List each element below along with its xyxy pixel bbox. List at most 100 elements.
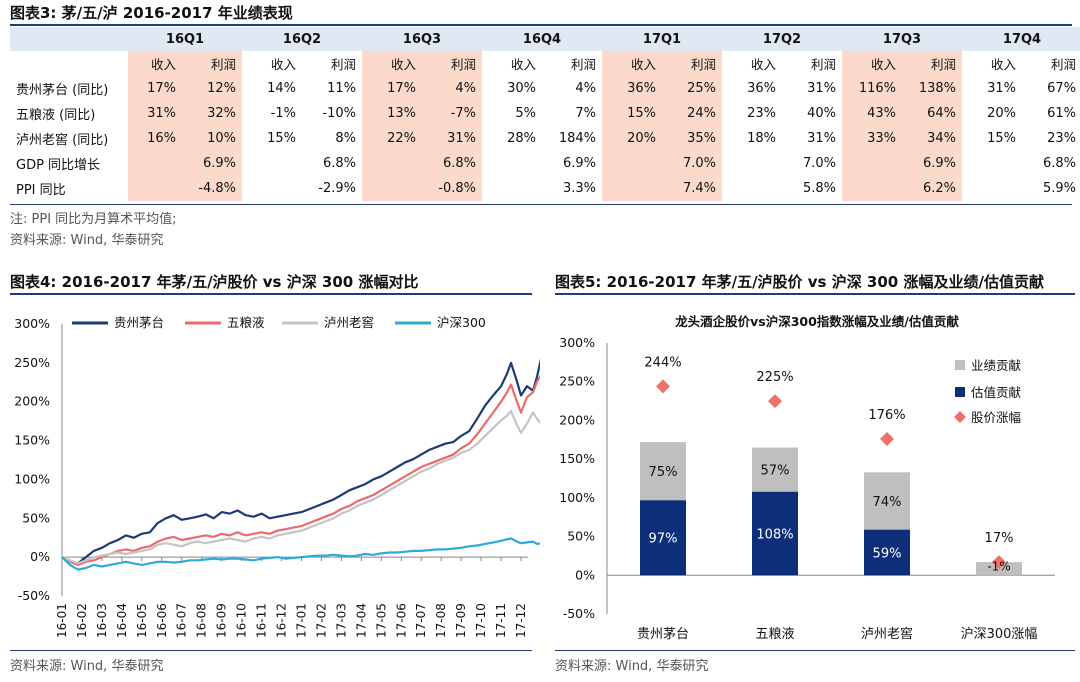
series-line-1	[61, 374, 540, 566]
macro-cell: -4.8%	[128, 176, 242, 201]
macro-row: PPI 同比 -4.8% -2.9% -0.8% 3.3% 7.4% 5.8% 6.2% 5.9…	[10, 176, 1080, 201]
table-cell: 31%	[807, 81, 836, 96]
x-tick-label: 17-11	[494, 603, 508, 638]
legend-swatch	[955, 387, 965, 397]
y-tick-label: 100%	[14, 471, 50, 486]
price-label: 176%	[868, 408, 905, 423]
legend-label: 五粮液	[227, 315, 265, 330]
macro-cell: 6.9%	[842, 151, 962, 176]
valuation-label: 97%	[649, 532, 678, 547]
table-cell: 4%	[422, 76, 482, 101]
x-tick-label: 16-09	[215, 603, 229, 638]
row-label: 贵州茅台 (同比)	[16, 83, 109, 98]
table-cell: 35%	[662, 126, 722, 151]
performance-label: 75%	[649, 465, 678, 480]
price-marker	[880, 432, 894, 447]
table-cell: 31%	[987, 81, 1016, 96]
company-row: 五粮液 (同比) 31% 32% -1% -10% 13% -7% 5% 7% 15% 24% 23%…	[10, 101, 1080, 126]
figure5-title: 图表5: 2016-2017 年茅/五/泸股价 vs 沪深 300 涨幅及业绩/…	[555, 273, 1044, 291]
x-tick-label: 16-11	[255, 603, 269, 638]
header-corner	[10, 27, 128, 51]
table-cell: 23%	[1047, 131, 1076, 146]
bar-chart-title: 龙头酒企股价vs沪深300指数涨幅及业绩/估值贡献	[674, 314, 959, 329]
figure5-top-rule	[555, 293, 1075, 295]
macro-cell: 6.8%	[362, 151, 482, 176]
table-cell: 10%	[182, 126, 242, 151]
series-line-0	[61, 358, 540, 565]
x-tick-label: 17-01	[294, 603, 308, 638]
table-cell: 67%	[1047, 81, 1076, 96]
price-marker	[656, 379, 670, 394]
category-label: 五粮液	[755, 627, 794, 642]
figure4-bottom-rule	[10, 650, 532, 651]
x-tick-label: 16-07	[175, 603, 189, 638]
row-label: 泸州老窖 (同比)	[16, 133, 109, 148]
series-line-3	[61, 537, 540, 571]
y-tick-label: 250%	[559, 374, 595, 389]
bar-chart: 龙头酒企股价vs沪深300指数涨幅及业绩/估值贡献 -50% 0% 50% 100% 15…	[559, 314, 1055, 642]
company-row: 贵州茅台 (同比) 17% 12% 14% 11% 17% 4% 30% 4% 36% 25% 36%…	[10, 76, 1080, 101]
table-cell: 31%	[807, 131, 836, 146]
quarter-header: 16Q3	[362, 27, 482, 51]
figure5-source: 资料来源: Wind, 华泰研究	[555, 659, 709, 674]
revenue-header: 收入	[602, 51, 662, 76]
y-tick-label: 200%	[559, 412, 595, 427]
quarter-header: 16Q2	[242, 27, 362, 51]
figure3-top-rule	[10, 24, 1072, 26]
figure4-source: 资料来源: Wind, 华泰研究	[10, 659, 164, 674]
category-label: 贵州茅台	[637, 627, 689, 642]
company-row: 泸州老窖 (同比) 16% 10% 15% 8% 22% 31% 28% 184% 20% 35% 1…	[10, 126, 1080, 151]
x-tick-label: 17-05	[374, 603, 388, 638]
quarter-header: 16Q4	[482, 27, 602, 51]
quarter-header: 17Q4	[962, 27, 1080, 51]
performance-table: 16Q1 16Q2 16Q3 16Q4 17Q1 17Q2 17Q3 17Q4 收入 利润 收入 利润…	[10, 27, 1080, 201]
y-tick-label: 0%	[575, 567, 595, 582]
table-cell: 16%	[128, 126, 182, 151]
quarter-header-row: 16Q1 16Q2 16Q3 16Q4 17Q1 17Q2 17Q3 17Q4	[10, 27, 1080, 51]
y-tick-label: 200%	[14, 394, 50, 409]
x-tick-label: 16-01	[55, 603, 69, 638]
sub-header-corner	[10, 51, 128, 76]
y-tick-label: 300%	[14, 316, 50, 331]
quarter-header: 17Q3	[842, 27, 962, 51]
quarter-header: 17Q2	[722, 27, 842, 51]
bar-performance	[640, 442, 686, 501]
figure5-bottom-rule	[555, 650, 1075, 651]
macro-cell: -2.9%	[318, 181, 356, 196]
legend-label: 股价涨幅	[971, 410, 1021, 425]
table-cell: 15%	[267, 131, 296, 146]
table-cell: 5%	[515, 106, 536, 121]
x-tick-label: 16-12	[275, 603, 289, 638]
table-cell: 4%	[575, 81, 596, 96]
x-tick-label: 17-07	[414, 603, 428, 638]
table-cell: 20%	[987, 106, 1016, 121]
y-tick-label: 150%	[559, 451, 595, 466]
revenue-header: 收入	[128, 51, 182, 76]
table-cell: 40%	[807, 106, 836, 121]
table-cell: 20%	[602, 126, 662, 151]
table-cell: 24%	[662, 101, 722, 126]
legend-label: 沪深300	[437, 315, 486, 330]
figure4-title: 图表4: 2016-2017 年茅/五/泸股价 vs 沪深 300 涨幅对比	[10, 273, 419, 291]
table-cell: 61%	[1047, 106, 1076, 121]
price-marker	[768, 394, 782, 409]
legend-label: 贵州茅台	[114, 315, 164, 330]
price-label: 17%	[985, 531, 1014, 546]
figure3-source: 资料来源: Wind, 华泰研究	[10, 233, 164, 248]
table-cell: 32%	[182, 101, 242, 126]
valuation-label: 59%	[873, 546, 902, 561]
table-cell: 64%	[902, 101, 962, 126]
macro-cell: 5.8%	[802, 181, 836, 196]
legend-label: 泸州老窖	[324, 315, 374, 330]
table-cell: 17%	[362, 76, 422, 101]
x-tick-label: 16-03	[95, 603, 109, 638]
row-label: GDP 同比增长	[16, 158, 101, 173]
y-tick-label: 150%	[14, 433, 50, 448]
x-tick-label: 16-10	[235, 603, 249, 638]
table-cell: 184%	[558, 131, 596, 146]
figure4-top-rule	[10, 293, 532, 295]
performance-label: 57%	[761, 464, 790, 479]
macro-cell: 6.2%	[842, 176, 962, 201]
revenue-header: 收入	[270, 57, 296, 72]
macro-cell: 7.0%	[802, 156, 836, 171]
